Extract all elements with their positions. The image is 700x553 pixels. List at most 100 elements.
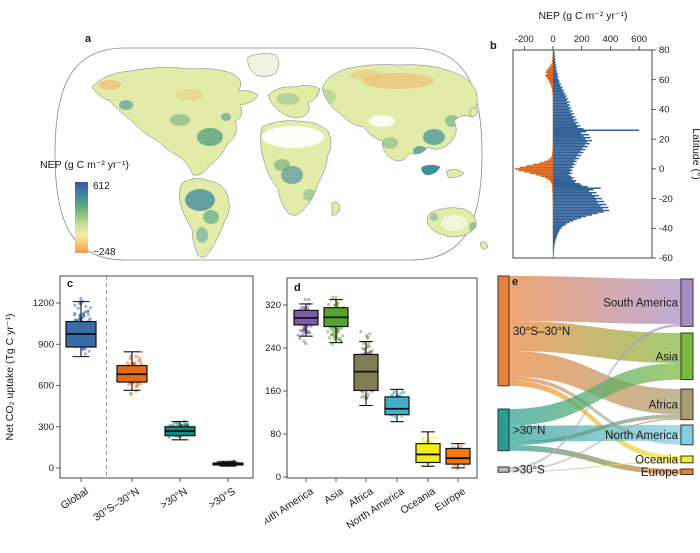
panel-c-label: c: [67, 278, 73, 290]
nep-bar-negative: [552, 154, 553, 157]
nep-bar-positive: [553, 193, 593, 195]
nep-bar-positive: [553, 81, 560, 84]
nep-bar-negative: [544, 160, 553, 163]
data-point: [389, 393, 393, 397]
data-point: [359, 330, 363, 334]
nep-bar-positive: [553, 255, 554, 258]
nep-bar-negative: [552, 93, 554, 96]
data-point: [341, 334, 345, 338]
nep-bar-positive: [553, 156, 577, 158]
nep-bar-positive: [553, 235, 558, 237]
nep-bar-positive: [553, 147, 583, 149]
nep-patch: [382, 137, 398, 149]
nep-bar-positive: [553, 160, 577, 163]
nep-patch: [469, 222, 477, 232]
nep-bar-positive: [553, 190, 590, 192]
lat-tick-label: 80: [659, 45, 670, 56]
data-point: [393, 415, 397, 419]
nep-patch: [197, 128, 223, 146]
nep-bar-negative: [552, 196, 554, 198]
nep-bar-positive: [553, 110, 573, 112]
nep-bar-negative: [547, 178, 553, 181]
nep-bar-negative: [552, 58, 553, 60]
nep-bar-positive: [553, 194, 600, 197]
data-point: [429, 435, 433, 439]
box-1: [323, 299, 349, 344]
category-label: Oceania: [398, 485, 437, 516]
sankey-link-tropics-asia: [509, 321, 681, 364]
lat-tick-label: -20: [659, 194, 673, 205]
nep-bar-positive: [553, 68, 556, 71]
nep-bar-negative: [546, 70, 553, 72]
nep-bar-negative: [552, 232, 554, 234]
sankey-node-sa: [680, 278, 694, 327]
nep-bar-positive: [553, 163, 576, 166]
nep-bar-positive: [553, 153, 579, 155]
sankey-link-n30-na: [509, 425, 681, 442]
data-point: [83, 352, 88, 356]
panel-e-label: e: [512, 276, 518, 288]
data-point: [367, 340, 371, 344]
nep-bar-negative: [550, 157, 553, 160]
nep-bar-negative: [549, 81, 553, 84]
nep-bar-negative: [552, 214, 554, 216]
world-map-art: [54, 47, 489, 261]
data-point: [296, 333, 300, 337]
nep-bar-negative: [550, 84, 553, 87]
nep-bar-negative: [547, 77, 553, 79]
nep-bar-positive: [553, 125, 581, 127]
category-label: Global: [59, 485, 91, 512]
data-point: [361, 341, 366, 346]
box-iqr: [445, 447, 471, 465]
sankey-source-label-s30: >30°S: [513, 465, 545, 477]
nep-bar-negative: [546, 73, 553, 75]
data-point: [365, 336, 369, 340]
nep-bar-positive: [553, 80, 560, 82]
nep-bar-positive: [553, 138, 586, 140]
nep-bar-positive: [553, 232, 559, 234]
nep-bar-positive: [553, 254, 554, 256]
plot-frame: [512, 49, 653, 259]
data-point: [77, 317, 81, 321]
nep-bar-negative: [552, 150, 553, 152]
sankey-node-oceania: [680, 455, 694, 464]
category-label: 30°S–30°N: [91, 485, 141, 523]
nep-bar-positive: [553, 71, 557, 74]
nep-bar-positive: [553, 191, 597, 194]
nep-bar-negative: [552, 211, 554, 213]
nep-bar-positive: [553, 52, 555, 54]
nep-bar-positive: [553, 233, 558, 235]
nep-bar-positive: [553, 180, 577, 182]
nep-bar-positive: [553, 226, 563, 228]
nep-patch: [99, 80, 121, 90]
nep-bar-positive: [553, 122, 579, 124]
y-tick-label: 240: [265, 343, 281, 354]
island-new-guinea: [445, 169, 465, 178]
nep-bar-positive: [553, 87, 562, 90]
nep-bar-negative: [552, 108, 554, 111]
nep-bar-positive: [553, 214, 593, 216]
nep-bar-negative: [552, 56, 553, 59]
panel-c-boxplot: c Net CO₂ uptake (Tg C yr⁻¹) 0 300 600 900 1…: [4, 275, 254, 524]
sankey-target-label-oceania: Oceania: [635, 454, 678, 466]
y-tick-label: 900: [38, 339, 54, 350]
data-point: [86, 309, 90, 313]
nep-bar-negative: [548, 79, 553, 81]
y-tick-label: 80: [270, 429, 281, 440]
nep-bar-positive: [553, 162, 574, 164]
y-tick-label: 0: [49, 463, 54, 474]
nep-bar-negative: [552, 55, 554, 57]
nep-bar-positive: [553, 154, 582, 157]
nep-bar-positive: [553, 237, 557, 240]
sankey-links: [509, 276, 681, 475]
nep-bar-positive: [553, 56, 555, 59]
nep-bar-positive: [553, 240, 556, 243]
nep-bar-negative: [550, 64, 553, 66]
panel-b-axis-title: NEP (g C m⁻² yr⁻¹): [538, 10, 627, 22]
sankey-node-tropics: [497, 275, 510, 387]
category-label: >30°S: [207, 485, 238, 511]
nep-bar-positive: [553, 202, 598, 204]
nep-bar-negative: [551, 184, 553, 186]
